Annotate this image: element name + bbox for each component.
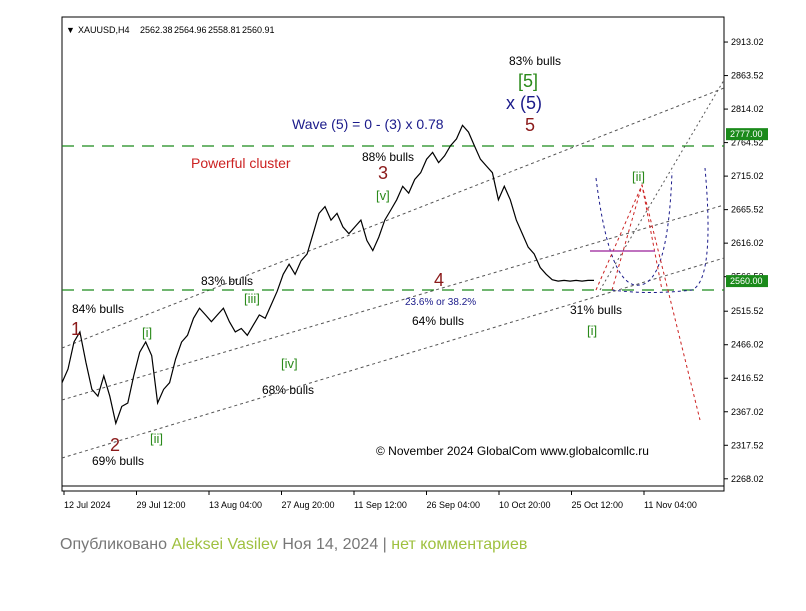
x-tick-label: 27 Aug 20:00 [282,500,335,510]
ohlc-low: 2558.81 [208,25,241,35]
y-tick-label: 2616.02 [731,238,764,248]
wave-label-2: 2 [110,435,120,455]
projection-red-path-2 [611,184,663,291]
y-tick-label: 2913.02 [731,37,764,47]
chart: 2913.02 2863.52 2814.02 2764.52 2715.02 2665.… [61,16,768,510]
bulls-label-7: 83% bulls [509,54,561,68]
y-tick-label: 2715.02 [731,171,764,181]
footer-separator: | [382,536,387,553]
x-tick-label: 29 Jul 12:00 [137,500,186,510]
bulls-label-1: 84% bulls [72,302,124,316]
y-tick-label: 2515.52 [731,306,764,316]
ohlc-close: 2560.91 [242,25,275,35]
y-tick-label: 2466.02 [731,340,764,350]
wave-minor-iv: [iv] [281,356,298,371]
x-tick-label: 10 Oct 20:00 [499,500,551,510]
wave-minor-i: [i] [142,325,152,340]
footer-prefix: Опубликовано [60,536,168,553]
wave-minor-v: [v] [376,188,390,203]
x-tick-label: 11 Nov 04:00 [644,500,697,510]
x-tick-label: 12 Jul 2024 [64,500,111,510]
y-tick-label: 2317.52 [731,440,764,450]
copyright-label: © November 2024 GlobalCom www.globalcoml… [376,444,649,458]
symbol-triangle: ▼ [66,25,75,35]
y-tick-label: 2367.02 [731,407,764,417]
x-tick-label: 13 Aug 04:00 [209,500,262,510]
price-badge-label: 2777.00 [730,129,763,139]
ohlc-high: 2564.96 [174,25,207,35]
wave-minor-i-current: [i] [587,323,597,338]
x-axis: 12 Jul 2024 29 Jul 12:00 13 Aug 04:00 27 Au… [63,491,697,510]
x-tick-label: 25 Oct 12:00 [572,500,624,510]
comments-link[interactable]: нет комментариев [391,536,528,553]
y-tick-label: 2268.02 [731,474,764,484]
author-link[interactable]: Aleksei Vasilev [171,536,278,553]
price-badge [726,275,768,288]
post-footer: Опубликовано Aleksei Vasilev Ноя 14, 202… [60,536,527,554]
fib-label: 23.6% or 38.2% [405,297,476,308]
wave-formula-label: Wave (5) = 0 - (3) x 0.78 [292,116,444,132]
plot-frame [61,16,725,492]
y-tick-label: 2416.52 [731,373,764,383]
y-tick-label: 2814.02 [731,104,764,114]
footer-date: Ноя 14, 2024 [282,536,379,553]
bulls-label-2: 69% bulls [92,454,144,468]
bulls-label-6: 64% bulls [412,314,464,328]
wave-label-3: 3 [378,163,388,183]
symbol-header: XAUUSD,H4 [78,25,130,35]
wave-label-5: 5 [525,115,535,135]
x-tick-label: 26 Sep 04:00 [427,500,481,510]
price-series-line [61,124,594,426]
wave-label-1: 1 [71,319,81,339]
bulls-label-8: 31% bulls [570,303,622,317]
wave-minor-ii: [ii] [150,431,163,446]
y-axis: 2913.02 2863.52 2814.02 2764.52 2715.02 2665.… [724,37,768,484]
y-tick-label: 2665.52 [731,205,764,215]
channel-middle-line [61,204,725,401]
trend-channel [61,87,725,459]
wave-minor-iii: [iii] [244,291,260,306]
ohlc-open: 2562.38 [140,25,173,35]
bulls-label-3: 83% bulls [201,274,253,288]
channel-upper-line [61,87,725,349]
channel-lower-line [61,257,725,459]
y-tick-label: 2863.52 [731,71,764,81]
x-tick-label: 11 Sep 12:00 [354,500,407,510]
wave-minor-ii-projection: [ii] [632,169,645,184]
y-tick-label: 2764.52 [731,138,764,148]
bulls-label-4: 68% bulls [262,383,314,397]
price-badge-label: 2560.00 [730,276,763,286]
wave-x5-label: x (5) [506,93,542,113]
price-badge [726,128,768,141]
bulls-label-5: 88% bulls [362,150,414,164]
projection-paths [590,79,725,421]
wave-minor-5: [5] [518,71,538,91]
projection-grey-line [599,79,725,291]
price-chart-svg: 2913.02 2863.52 2814.02 2764.52 2715.02 2665.… [61,16,768,510]
cluster-label: Powerful cluster [191,155,291,171]
wave-label-4: 4 [434,270,444,290]
